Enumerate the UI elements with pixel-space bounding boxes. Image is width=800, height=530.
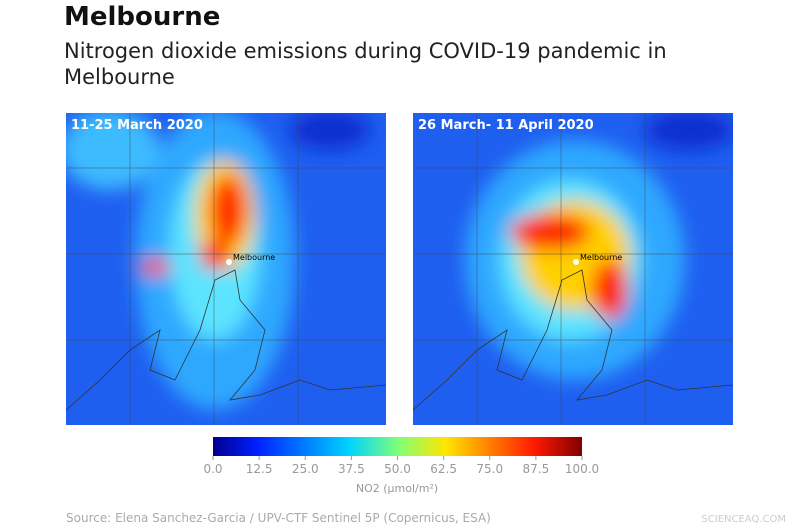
watermark: SCIENCEAQ.COM <box>701 514 786 525</box>
panel-label: 26 March- 11 April 2020 <box>418 118 594 133</box>
colorbar-tick-label: 37.5 <box>338 462 365 476</box>
colorbar-tick-label: 12.5 <box>246 462 273 476</box>
panel-label: 11-25 March 2020 <box>71 118 203 133</box>
colorbar <box>213 437 582 456</box>
colorbar-label: NO2 (µmol/m²) <box>356 482 438 495</box>
source: Source: Elena Sanchez-Garcia / UPV-CTF S… <box>66 511 491 525</box>
map-right <box>413 113 733 425</box>
city-label: Melbourne <box>233 253 275 262</box>
colorbar-tick-label: 75.0 <box>476 462 503 476</box>
colorbar-tick-label: 25.0 <box>292 462 319 476</box>
colorbar-tick-label: 62.5 <box>430 462 457 476</box>
city-label: Melbourne <box>580 253 622 262</box>
colorbar-tick-label: 50.0 <box>384 462 411 476</box>
subtitle: Nitrogen dioxide emissions during COVID-… <box>64 39 667 89</box>
colorbar-tick-label: 87.5 <box>523 462 550 476</box>
colorbar-tick-label: 0.0 <box>203 462 222 476</box>
map-left <box>66 113 386 425</box>
title: Melbourne <box>64 2 221 32</box>
colorbar-tick-label: 100.0 <box>565 462 599 476</box>
